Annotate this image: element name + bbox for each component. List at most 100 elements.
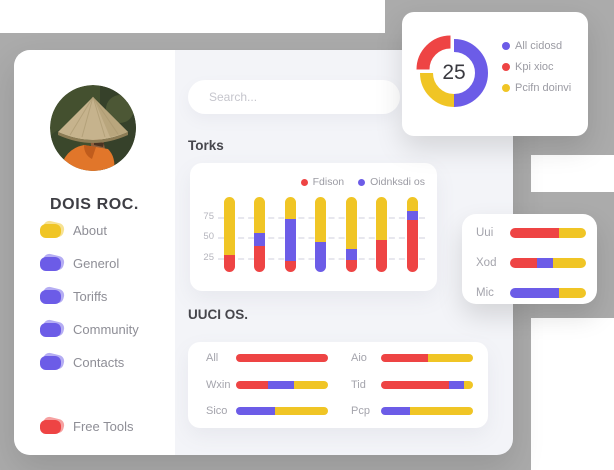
- bar-segment-purple: [236, 407, 275, 416]
- sidebar-item-contacts[interactable]: Contacts: [14, 346, 175, 379]
- sidebar-item-toriffs[interactable]: Toriffs: [14, 280, 175, 313]
- avatar-photo: [50, 85, 136, 171]
- bar-segment-red: [406, 220, 418, 272]
- sidebar: DOIS ROC. About Generol Toriffs Community Co…: [14, 50, 175, 455]
- sidebar-item-generol[interactable]: Generol: [14, 247, 175, 280]
- profile-name: DOIS ROC.: [50, 196, 139, 213]
- bar-row-label: Xod: [476, 257, 497, 269]
- uuci-right-column: Aio Tid Pcp: [351, 345, 473, 425]
- stacked-bar: [381, 380, 473, 389]
- y-axis-tick: 75: [203, 211, 214, 223]
- blob-shape: [40, 256, 61, 271]
- bar-row-tid: Tid: [351, 372, 473, 399]
- y-axis-tick: 25: [203, 251, 214, 263]
- bar-segment-yellow: [427, 354, 473, 363]
- legend-label: Kpi xioc: [515, 61, 554, 73]
- bar-segment-red: [381, 380, 450, 389]
- bar-segment-purple: [406, 210, 418, 221]
- bar-segment-yellow: [293, 380, 328, 389]
- stacked-bar: [236, 407, 328, 416]
- bar-segment-yellow: [558, 228, 586, 238]
- bar-segment-red: [510, 228, 559, 238]
- bar-row-pcp: Pcp: [351, 398, 473, 425]
- bar-segment-yellow: [409, 407, 473, 416]
- uuci-chart-card: All Wxin Sico Aio Tid Pcp: [188, 342, 488, 428]
- legend-item-red: Fdison: [300, 176, 344, 188]
- bar-segment-red: [254, 245, 265, 272]
- bar-segment-yellow: [254, 197, 265, 233]
- bar-segment-purple: [254, 233, 265, 246]
- bar-row-wxin: Wxin: [206, 372, 328, 399]
- bar-row-label: Pcp: [351, 405, 370, 418]
- bar-segment-red: [381, 354, 428, 363]
- purple-blob-icon: [40, 351, 66, 370]
- bar-segment-red: [345, 260, 357, 272]
- bar-segment-red: [376, 239, 387, 272]
- legend-item-purple: All cidosd: [502, 40, 571, 52]
- bar-segment-purple: [381, 407, 410, 416]
- yellow-blob-icon: [40, 219, 66, 238]
- blob-shape: [40, 289, 61, 304]
- bar-row-label: Aio: [351, 352, 367, 365]
- sidebar-item-about[interactable]: About: [14, 214, 175, 247]
- blob-shape: [40, 355, 61, 370]
- sidebar-item-label: Community: [73, 322, 139, 337]
- search-input[interactable]: [188, 80, 400, 114]
- donut-chart: 25: [413, 32, 495, 114]
- bar-row-label: Uui: [476, 227, 494, 239]
- legend-label: Oidnksdi os: [370, 176, 425, 188]
- bar-segment-yellow: [376, 197, 387, 240]
- bar-segment-yellow: [315, 197, 326, 242]
- legend-label: Pcifn doinvi: [515, 82, 572, 94]
- sidebar-item-label: About: [73, 223, 107, 238]
- bar-segment-yellow: [406, 197, 418, 211]
- stacked-bar: [381, 354, 473, 363]
- bar-segment-yellow: [284, 197, 296, 219]
- donut-value: 25: [442, 61, 466, 84]
- bar-segment-yellow: [552, 258, 586, 268]
- search-bar: [188, 80, 400, 114]
- stacked-bar: [406, 197, 418, 272]
- sidebar-item-label: Generol: [73, 256, 120, 271]
- side-stats-card: Uui Xod Mic: [462, 214, 597, 304]
- stacked-bar: [236, 354, 328, 363]
- bar-segment-red: [236, 354, 328, 363]
- bar-row-all: All: [206, 345, 328, 372]
- purple-blob-icon: [40, 252, 66, 271]
- bar-segment-yellow: [223, 197, 235, 255]
- blob-shape: [40, 322, 61, 337]
- bar-row-label: Mic: [476, 287, 494, 299]
- legend-label: All cidosd: [515, 40, 563, 52]
- legend-item-purple: Oidnksdi os: [358, 176, 425, 188]
- torks-chart-legend: Fdison Oidnksdi os: [300, 176, 425, 188]
- red-dot-icon: [300, 178, 308, 186]
- purple-blob-icon: [40, 285, 66, 304]
- stacked-bar: [510, 228, 586, 238]
- y-axis-tick: 50: [203, 230, 214, 242]
- bar-segment-purple: [510, 288, 559, 298]
- sidebar-item-community[interactable]: Community: [14, 313, 175, 346]
- legend-item-yellow: Pcifn doinvi: [502, 82, 571, 94]
- stacked-bar: [254, 197, 265, 272]
- bar-row-label: Sico: [206, 405, 228, 418]
- purple-blob-icon: [40, 318, 66, 337]
- bar-row-label: Wxin: [206, 378, 231, 391]
- uuci-left-column: All Wxin Sico: [206, 345, 328, 425]
- bar-segment-red: [236, 380, 269, 389]
- red-dot-icon: [502, 63, 510, 71]
- avatar: [50, 85, 136, 171]
- sidebar-item-label: Contacts: [73, 355, 125, 370]
- legend-item-red: Kpi xioc: [502, 61, 571, 73]
- torks-section-title: Torks: [188, 138, 224, 153]
- bar-segment-yellow: [463, 380, 473, 389]
- stacked-bar: [381, 407, 473, 416]
- bar-row-label: All: [206, 352, 219, 365]
- sidebar-item-label: Free Tools: [73, 419, 134, 434]
- uuci-section-title: UUCI OS.: [188, 307, 249, 322]
- bar-row-aio: Aio: [351, 345, 473, 372]
- donut-chart-svg: [416, 35, 488, 107]
- bar-row-mic: Mic: [462, 278, 597, 308]
- stacked-bar: [510, 258, 586, 268]
- sidebar-item-free-tools[interactable]: Free Tools: [14, 410, 175, 443]
